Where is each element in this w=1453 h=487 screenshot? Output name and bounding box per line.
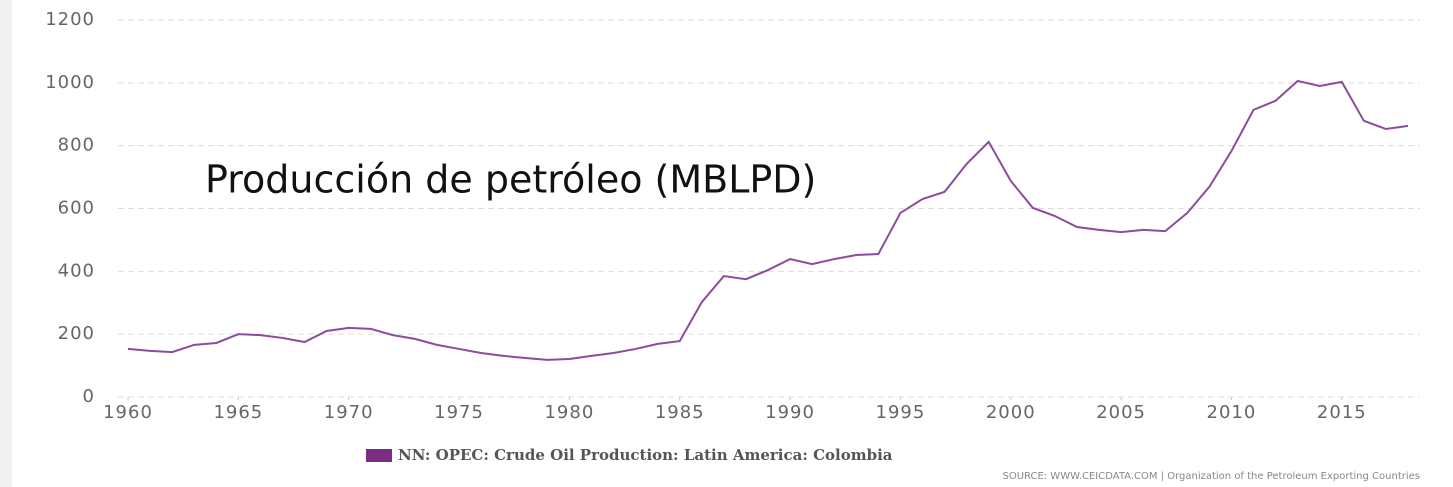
legend-swatch: [366, 449, 392, 462]
x-tick-label: 1965: [213, 402, 263, 423]
y-tick-label: 200: [58, 323, 95, 344]
x-tick-label: 2000: [986, 402, 1036, 423]
x-tick-label: 2005: [1096, 402, 1146, 423]
x-tick-label: 2010: [1207, 402, 1257, 423]
x-tick-label: 2015: [1317, 402, 1367, 423]
y-tick-label: 600: [58, 198, 95, 219]
y-tick-label: 0: [83, 386, 95, 407]
x-tick-label: 1980: [544, 402, 594, 423]
x-tick-label: 1960: [103, 402, 153, 423]
y-tick-label: 400: [58, 260, 95, 281]
source: SOURCE: WWW.CEICDATA.COM | Organization …: [1002, 471, 1420, 482]
legend-label: NN: OPEC: Crude Oil Production: Latin Am…: [398, 446, 893, 464]
x-tick-label: 1975: [434, 402, 484, 423]
x-tick-label: 1995: [876, 402, 926, 423]
line: [127, 79, 1409, 361]
x-tick-label: 1990: [765, 402, 815, 423]
x-tick-label: 1970: [324, 402, 374, 423]
annotation: Producción de petróleo (MBLPD): [205, 158, 816, 202]
left-edge: [0, 0, 12, 487]
y-tick-label: 1000: [45, 72, 95, 93]
y-tick-label: 800: [58, 135, 95, 156]
y-tick-label: 1200: [45, 9, 95, 30]
x-tick-label: 1985: [655, 402, 705, 423]
